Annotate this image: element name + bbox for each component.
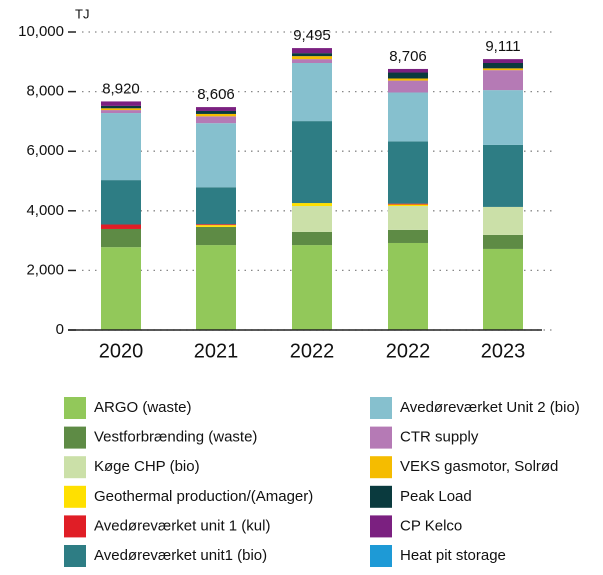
bar-segment	[292, 62, 332, 122]
x-tick-label: 2020	[99, 340, 144, 362]
y-unit: TJ	[75, 6, 89, 21]
bar-segment	[388, 78, 428, 81]
bar-segment	[101, 110, 141, 114]
y-tick-label: 0	[56, 321, 64, 338]
legend-label: ARGO (waste)	[94, 399, 192, 416]
legend-swatch	[370, 515, 392, 538]
bar-segment	[292, 245, 332, 330]
legend-label: Avedøreværket Unit 2 (bio)	[400, 399, 580, 416]
bar-segment	[388, 206, 428, 230]
legend-label: Avedøreværket unit1 (bio)	[94, 547, 267, 564]
legend-swatch	[64, 515, 86, 538]
legend-swatch	[370, 545, 392, 567]
bar-segment	[101, 108, 141, 111]
total-label: 9,495	[293, 27, 331, 44]
bar-segment	[388, 204, 428, 207]
legend-label: Geothermal production/(Amager)	[94, 488, 313, 505]
bar-segment	[292, 121, 332, 204]
legend-swatch	[370, 456, 392, 479]
bar-segment	[292, 231, 332, 246]
bar-segment	[483, 62, 523, 69]
legend-label: CP Kelco	[400, 517, 462, 534]
bar-segment	[483, 68, 523, 71]
x-tick-label: 2023	[481, 340, 526, 362]
bar-segment	[196, 116, 236, 124]
bar-segment	[101, 101, 141, 106]
bar-segment	[196, 225, 236, 227]
bar-segment	[388, 203, 428, 205]
bar-segment	[196, 187, 236, 225]
bar-segment	[483, 248, 523, 330]
x-tick-label: 2022	[290, 340, 335, 362]
bar-segment	[292, 59, 332, 63]
legend-label: CTR supply	[400, 429, 479, 446]
y-tick-label: 6,000	[26, 142, 64, 159]
bar-segment	[292, 48, 332, 54]
legend-swatch	[64, 426, 86, 449]
bar-segment	[196, 110, 236, 114]
bar-segment	[101, 247, 141, 330]
total-label: 8,706	[389, 48, 427, 65]
bar-segment	[388, 68, 428, 73]
bar-segment	[483, 206, 523, 235]
bar-segment	[483, 234, 523, 249]
legend-swatch	[64, 397, 86, 419]
bar-segment	[483, 90, 523, 145]
legend-swatch	[370, 426, 392, 449]
y-tick-label: 4,000	[26, 202, 64, 219]
y-tick-label: 10,000	[18, 23, 64, 40]
legend-label: VEKS gasmotor, Solrød	[400, 458, 558, 475]
legend-label: Vestforbrænding (waste)	[94, 429, 257, 446]
bar-segment	[196, 113, 236, 117]
bar-segment	[196, 123, 236, 188]
y-tick-label: 8,000	[26, 83, 64, 100]
bar-segment	[292, 203, 332, 207]
legend-swatch	[370, 397, 392, 419]
bar-segment	[196, 245, 236, 330]
total-label: 9,111	[485, 38, 520, 55]
legend-swatch	[64, 456, 86, 479]
bar-segment	[388, 80, 428, 93]
total-label: 8,606	[197, 86, 235, 103]
bar-segment	[388, 92, 428, 142]
legend-label: Peak Load	[400, 488, 472, 505]
legend-label: Køge CHP (bio)	[94, 458, 200, 475]
total-label: 8,920	[102, 80, 140, 97]
bar-segment	[196, 224, 236, 226]
bar-segment	[101, 224, 141, 229]
x-tick-label: 2022	[386, 340, 431, 362]
y-tick-label: 2,000	[26, 261, 64, 278]
legend-swatch	[370, 485, 392, 508]
bar-segment	[388, 141, 428, 204]
x-tick-label: 2021	[194, 340, 239, 362]
legend-label: Avedøreværket unit 1 (kul)	[94, 517, 270, 534]
bar-segment	[388, 72, 428, 79]
legend-swatch	[64, 545, 86, 567]
legend-label: Heat pit storage	[400, 547, 506, 564]
bar-segment	[483, 70, 523, 91]
bar-segment	[292, 53, 332, 57]
bar-segment	[292, 206, 332, 232]
bar-segment	[101, 113, 141, 181]
bar-segment	[388, 242, 428, 330]
bar-segment	[483, 144, 523, 207]
bar-segment	[101, 105, 141, 109]
bar-segment	[196, 107, 236, 111]
bar-segment	[101, 180, 141, 225]
bar-segment	[388, 229, 428, 243]
bar-segment	[483, 59, 523, 63]
bar-segment	[292, 56, 332, 60]
legend-swatch	[64, 485, 86, 508]
bar-segment	[101, 228, 141, 248]
bar-segment	[196, 226, 236, 246]
